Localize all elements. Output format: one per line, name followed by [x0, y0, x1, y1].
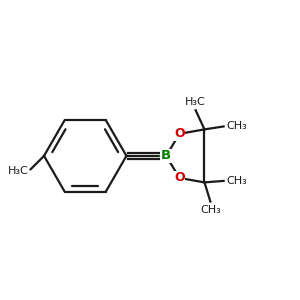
Text: O: O [174, 172, 185, 184]
Text: O: O [174, 127, 185, 140]
Text: H₃C: H₃C [185, 97, 206, 107]
Text: B: B [161, 149, 171, 162]
Text: CH₃: CH₃ [226, 176, 247, 186]
Text: H₃C: H₃C [8, 166, 28, 176]
Text: CH₃: CH₃ [226, 122, 247, 131]
Text: CH₃: CH₃ [200, 205, 221, 215]
